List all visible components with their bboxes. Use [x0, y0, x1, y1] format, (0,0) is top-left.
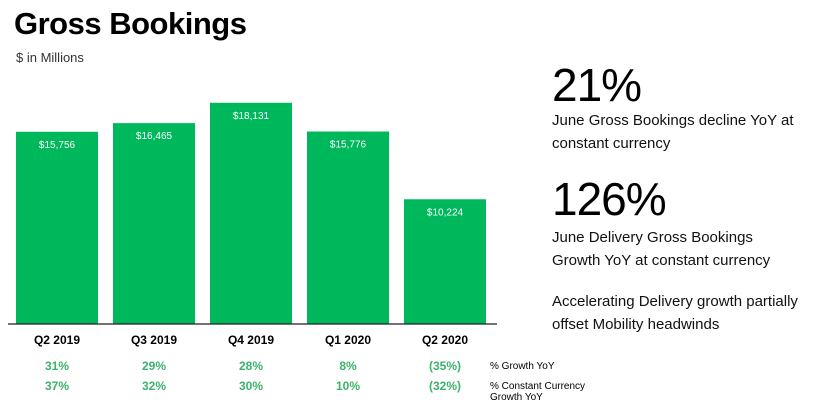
category-label: Q4 2019	[228, 333, 274, 347]
note-text: Accelerating Delivery growth partially o…	[552, 293, 798, 333]
bar	[404, 199, 486, 324]
bar-value-label: $10,224	[427, 207, 464, 218]
category-label: Q3 2019	[131, 333, 177, 347]
growth-value: 30%	[239, 379, 263, 393]
bar-value-label: $15,776	[330, 140, 367, 151]
bar-value-label: $15,756	[39, 140, 76, 151]
growth-value: 8%	[339, 359, 357, 373]
growth-value: 29%	[142, 359, 166, 373]
growth-value: (35%)	[429, 359, 461, 373]
constant-currency-row-label: % Constant Currency Growth YoY	[490, 381, 586, 403]
category-label: Q1 2020	[325, 333, 371, 347]
metric-delivery-description: June Delivery Gross Bookings Growth YoY …	[552, 229, 771, 269]
bar	[307, 131, 389, 324]
metric-delivery-value: 126%	[552, 173, 667, 225]
growth-value: (32%)	[429, 379, 461, 393]
growth-row-label: % Growth YoY	[490, 361, 555, 372]
category-label: Q2 2019	[34, 333, 80, 347]
bar	[113, 123, 195, 324]
bar	[16, 131, 98, 324]
metric-decline-value: 21%	[552, 59, 642, 111]
bar-value-label: $16,465	[136, 131, 173, 142]
growth-value: 32%	[142, 379, 166, 393]
growth-value: 28%	[239, 359, 263, 373]
growth-value: 31%	[45, 359, 69, 373]
growth-value: 10%	[336, 379, 360, 393]
category-label: Q2 2020	[422, 333, 468, 347]
growth-value: 37%	[45, 379, 69, 393]
chart-title: Gross Bookings	[14, 6, 247, 41]
metric-decline-description: June Gross Bookings decline YoY at const…	[552, 112, 794, 152]
chart-subtitle: $ in Millions	[16, 50, 84, 65]
bar-value-label: $18,131	[233, 111, 270, 122]
bar	[210, 102, 292, 324]
